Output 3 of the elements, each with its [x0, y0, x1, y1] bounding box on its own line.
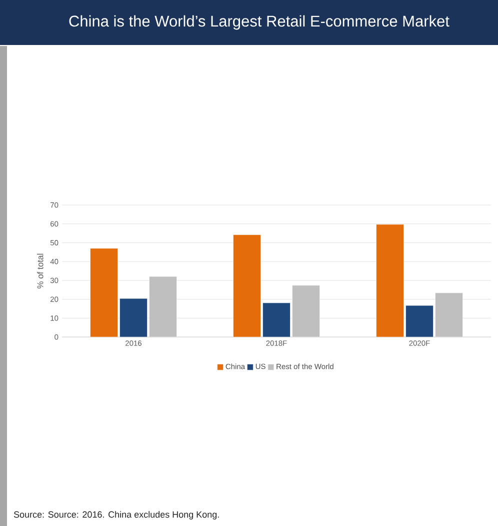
chart-title: China is the World’s Largest Retail E-commerce Market [69, 15, 450, 30]
y-axis-title: % of total [37, 254, 44, 288]
source-note: Source: Source: 2016. China excludes Hong Kong. [14, 511, 219, 520]
